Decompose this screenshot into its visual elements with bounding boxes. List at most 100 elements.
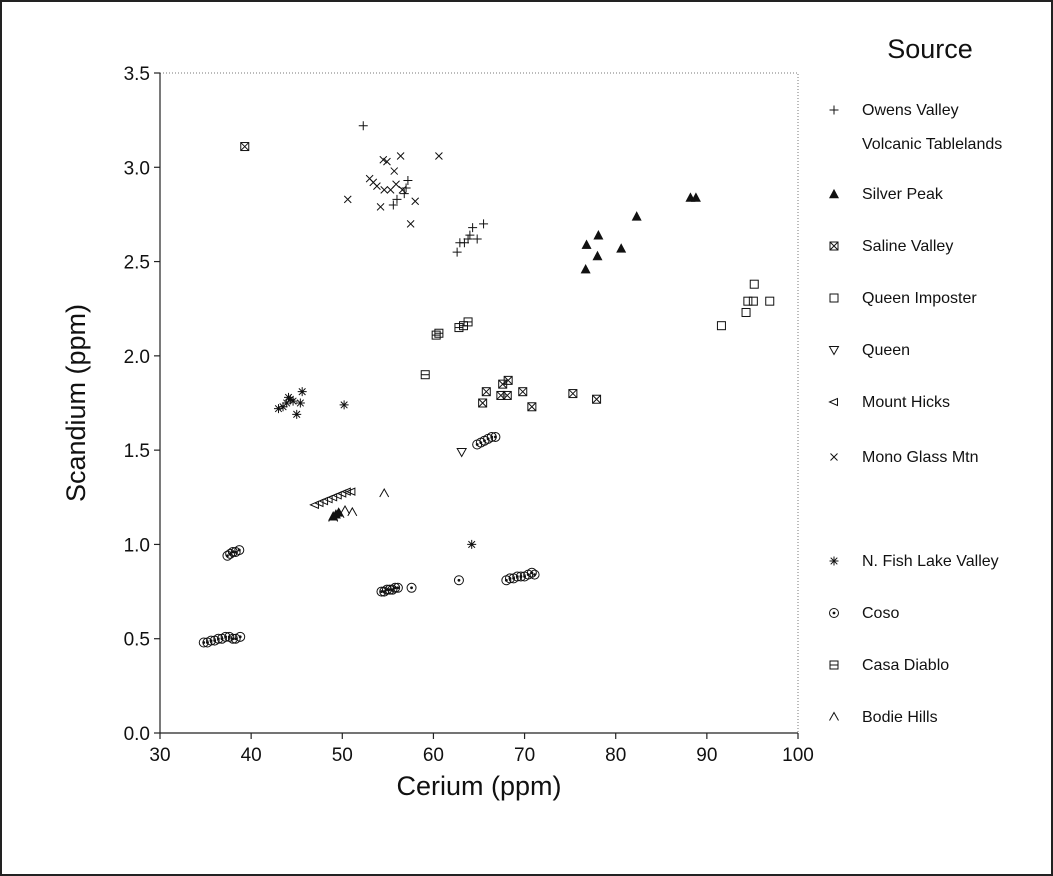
y-tick-label: 3.0 — [124, 158, 150, 179]
legend-marker — [829, 556, 839, 566]
data-point — [333, 507, 344, 517]
data-point — [373, 182, 381, 190]
series-cluster-1-17 — [328, 507, 344, 521]
data-point — [399, 189, 409, 199]
data-point — [463, 317, 473, 327]
series-silver-peak — [580, 192, 701, 274]
data-point — [453, 575, 464, 586]
data-point — [434, 328, 444, 338]
legend-marker — [829, 711, 839, 721]
plot-axes — [159, 72, 799, 734]
legend-entry-label: Queen — [862, 342, 910, 359]
series-coso-cluster-2 — [222, 545, 245, 561]
x-tick-label: 100 — [782, 745, 814, 766]
data-point — [392, 582, 403, 593]
tick-labels: 30 40 50 60 70 80 90 100 0.0 0.5 1.0 1.5 2.0 2.5 3.0 3.… — [124, 64, 814, 766]
data-point — [358, 121, 368, 131]
legend-marker — [829, 660, 839, 670]
data-point — [690, 192, 701, 202]
data-point — [420, 370, 430, 380]
data-point — [592, 394, 602, 404]
legend-entry-label: Mount Hicks — [862, 394, 950, 411]
data-point — [339, 400, 349, 410]
data-point — [340, 504, 350, 515]
y-axis-label: Scandium (ppm) — [61, 304, 91, 502]
legend-entry-label: Queen Imposter — [862, 290, 977, 307]
legend-marker — [829, 105, 839, 115]
data-point — [741, 307, 751, 317]
data-point — [392, 180, 400, 189]
series-saline-valley — [240, 142, 602, 412]
series-owens-valley-volcanic-tablelands — [358, 121, 489, 257]
data-point — [456, 448, 468, 458]
data-point — [527, 402, 537, 412]
data-point — [503, 375, 513, 385]
y-tick-label: 0.0 — [124, 724, 150, 745]
data-point — [240, 142, 250, 152]
data-point — [459, 238, 469, 248]
y-tick-label: 2.0 — [124, 347, 150, 368]
data-point — [388, 200, 398, 210]
series-casa-diablo — [420, 317, 473, 380]
data-point — [398, 186, 407, 194]
series-cluster-1-55 — [472, 431, 501, 450]
data-point — [502, 390, 512, 400]
data-point — [345, 487, 356, 496]
data-point — [765, 296, 775, 306]
legend-entry-label: Mono Glass Mtn — [862, 449, 978, 466]
data-point — [379, 155, 388, 164]
legend-entry-label: Casa Diablo — [862, 657, 949, 674]
series-n-fish-lake-valley — [273, 387, 477, 549]
data-point — [593, 230, 604, 240]
data-point — [518, 387, 528, 397]
data-point — [341, 487, 351, 496]
data-point — [472, 234, 482, 244]
data-point — [235, 631, 246, 642]
data-points — [198, 121, 775, 648]
legend-marker — [829, 188, 839, 199]
y-tick-label: 1.0 — [124, 535, 150, 556]
data-point — [616, 243, 627, 253]
x-tick-label: 50 — [332, 745, 353, 766]
data-point — [347, 506, 358, 517]
data-point — [297, 387, 307, 397]
data-point — [278, 402, 288, 412]
data-point — [468, 223, 478, 233]
x-tick-label: 80 — [605, 745, 626, 766]
data-point — [406, 220, 415, 228]
data-point — [227, 546, 238, 557]
data-point — [479, 219, 489, 229]
legend-entry-label: Owens Valley — [862, 102, 959, 119]
data-point — [273, 404, 283, 414]
x-tick-label: 60 — [423, 745, 444, 766]
data-point — [481, 387, 491, 397]
data-point — [383, 157, 391, 166]
legend-marker — [829, 293, 839, 303]
legend-entry-label-line2: Volcanic Tablelands — [862, 136, 1002, 153]
data-point — [490, 431, 501, 442]
data-point — [390, 167, 399, 175]
x-tick-label: 90 — [696, 745, 717, 766]
data-point — [343, 195, 352, 204]
series-queen-imposter — [716, 279, 775, 331]
x-tick-label: 40 — [241, 745, 262, 766]
data-point — [631, 211, 642, 221]
data-point — [282, 398, 292, 408]
legend-entry-label: Bodie Hills — [862, 709, 938, 726]
data-point — [292, 409, 302, 419]
x-axis-label: Cerium (ppm) — [396, 771, 561, 801]
data-point — [380, 186, 389, 194]
legend-marker — [830, 453, 838, 461]
legend-entry-label: Saline Valley — [862, 238, 953, 255]
data-point — [379, 487, 390, 498]
data-point — [295, 398, 305, 408]
legend-title: Source — [887, 34, 973, 64]
data-point — [463, 234, 473, 244]
data-point — [581, 239, 592, 249]
data-point — [743, 296, 753, 306]
y-tick-label: 1.5 — [124, 441, 150, 462]
data-point — [454, 323, 464, 333]
data-point — [392, 194, 402, 204]
